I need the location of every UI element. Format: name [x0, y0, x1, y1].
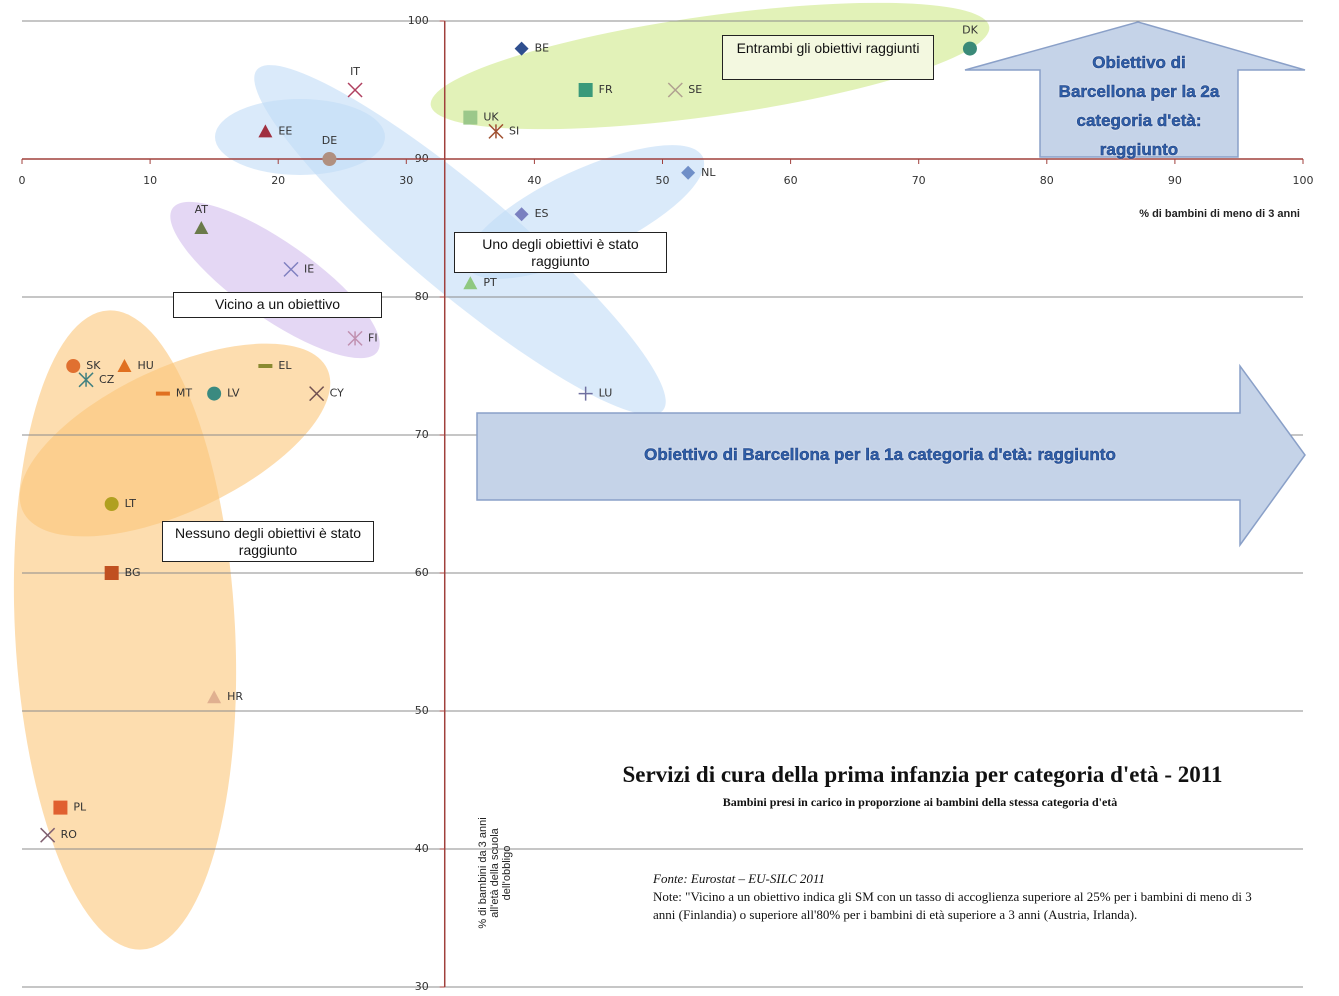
point	[155, 391, 170, 396]
point-label: DE	[322, 134, 337, 147]
y-tick-label: 70	[415, 428, 429, 441]
point-label: AT	[195, 203, 209, 216]
point	[514, 207, 529, 222]
y-tick-label: 30	[415, 980, 429, 993]
x-tick-label: 100	[1293, 174, 1314, 187]
point-label: RO	[61, 828, 78, 841]
point-label: DK	[962, 24, 978, 37]
point-label: MT	[176, 387, 192, 400]
point	[66, 359, 81, 373]
point-label: PT	[483, 276, 497, 289]
y-tick-label: 60	[415, 566, 429, 579]
point-label: LV	[227, 387, 240, 400]
x-tick-label: 0	[19, 174, 26, 187]
x-tick-label: 30	[399, 174, 413, 187]
point	[488, 123, 504, 139]
y-tick-label: 80	[415, 290, 429, 303]
ellipse	[215, 99, 385, 175]
ellipse	[430, 2, 990, 130]
y-tick-label: 100	[408, 14, 429, 27]
point	[578, 83, 593, 97]
ellipse	[170, 201, 380, 359]
point-label: BE	[535, 42, 550, 55]
point-label: HU	[137, 359, 153, 372]
point	[283, 261, 299, 277]
chart-title: Servizi di cura della prima infanzia per…	[622, 762, 1223, 787]
x-tick-label: 50	[656, 174, 670, 187]
point	[962, 41, 977, 56]
point-label: IE	[304, 262, 314, 275]
point	[104, 566, 119, 580]
x-tick-label: 20	[271, 174, 285, 187]
point	[104, 497, 119, 511]
point	[258, 124, 273, 138]
point	[578, 386, 593, 401]
point	[78, 372, 94, 388]
point-label: HR	[227, 690, 243, 703]
point-label: ES	[535, 207, 549, 220]
source: Fonte: Eurostat – EU-SILC 2011	[653, 871, 825, 886]
point-label: IT	[350, 65, 360, 78]
annotation-box: Entrambi gli obiettivi raggiunti	[722, 35, 934, 80]
x-tick-label: 90	[1168, 174, 1182, 187]
arrow-label: Obiettivo di Barcellona per la 1a catego…	[644, 445, 1116, 465]
annotation-box: Nessuno degli obiettivi è stato raggiunt…	[162, 521, 374, 562]
point	[347, 82, 363, 98]
y-tick-label: 50	[415, 704, 429, 717]
point-label: NL	[701, 166, 716, 179]
point-label: LT	[125, 497, 137, 510]
x-tick-label: 80	[1040, 174, 1054, 187]
x-tick-label: 70	[912, 174, 926, 187]
point	[40, 827, 56, 843]
point-label: CZ	[99, 373, 115, 386]
point	[322, 152, 337, 166]
point-label: SK	[86, 359, 101, 372]
point-label: LU	[599, 387, 613, 400]
point-label: PL	[73, 801, 87, 814]
x-axis-label: % di bambini di meno di 3 anni	[1139, 208, 1300, 220]
point-label: FI	[368, 331, 378, 344]
y-axis-label: % di bambini da 3 anni all'età della scu…	[477, 817, 513, 929]
point	[514, 41, 529, 56]
point	[117, 359, 132, 372]
point	[347, 330, 363, 346]
point	[207, 386, 222, 401]
point-label: FR	[599, 83, 613, 96]
point-label: SI	[509, 124, 519, 137]
x-tick-label: 10	[143, 174, 157, 187]
point	[463, 110, 478, 125]
point-label: EL	[278, 359, 292, 372]
x-tick-label: 40	[527, 174, 541, 187]
arrow-right	[476, 363, 1306, 548]
annotation-box: Vicino a un obiettivo	[173, 292, 382, 318]
point-label: UK	[483, 111, 499, 124]
point	[194, 221, 209, 234]
point-label: BG	[125, 566, 141, 579]
arrow-label: Obiettivo di Barcellona per la 2a catego…	[1058, 53, 1220, 160]
point	[309, 386, 325, 402]
chart-subtitle: Bambini presi in carico in proporzione a…	[722, 795, 1118, 809]
note: Note: "Vicino a un obiettivo indica gli …	[653, 889, 1252, 922]
ellipse	[19, 343, 331, 537]
point	[258, 364, 273, 368]
point-label: CY	[330, 387, 344, 400]
point	[53, 800, 68, 815]
point	[681, 165, 696, 180]
annotation-box: Uno degli obiettivi è stato raggiunto	[454, 232, 667, 273]
x-tick-label: 60	[784, 174, 798, 187]
point	[207, 690, 222, 704]
point-label: EE	[278, 124, 292, 137]
point	[463, 276, 478, 290]
y-tick-label: 40	[415, 842, 429, 855]
point	[667, 82, 683, 98]
arrow-up	[964, 21, 1306, 158]
point-label: SE	[688, 83, 702, 96]
